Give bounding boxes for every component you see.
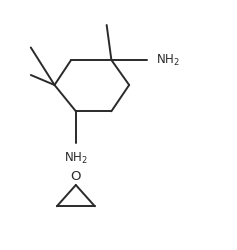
Text: NH$_2$: NH$_2$ <box>64 151 88 166</box>
Text: NH$_2$: NH$_2$ <box>156 53 180 68</box>
Text: O: O <box>71 170 81 182</box>
